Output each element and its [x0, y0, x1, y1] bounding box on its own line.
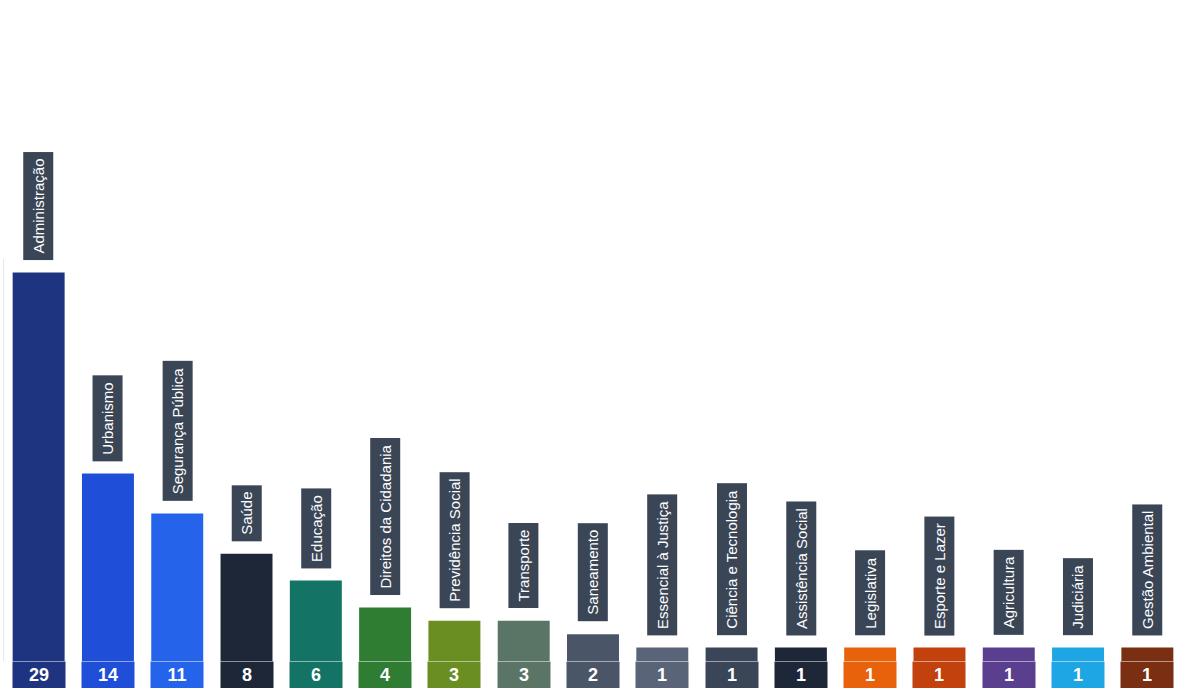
svg-text:Legislativa: Legislativa — [862, 557, 879, 629]
svg-text:1: 1 — [1004, 665, 1014, 685]
svg-text:Administração: Administração — [30, 159, 47, 254]
svg-text:1: 1 — [727, 665, 737, 685]
svg-text:3: 3 — [449, 665, 459, 685]
svg-text:Assistência Social: Assistência Social — [793, 508, 810, 629]
svg-text:Saúde: Saúde — [238, 491, 255, 534]
svg-text:1: 1 — [934, 665, 944, 685]
svg-text:1: 1 — [796, 665, 806, 685]
svg-text:Agricultura: Agricultura — [1000, 556, 1017, 628]
svg-text:Saneamento: Saneamento — [584, 530, 601, 615]
svg-text:29: 29 — [29, 665, 49, 685]
svg-text:3: 3 — [519, 665, 529, 685]
svg-text:Urbanismo: Urbanismo — [99, 382, 116, 455]
svg-text:4: 4 — [380, 665, 390, 685]
svg-text:Judiciária: Judiciária — [1069, 565, 1086, 629]
svg-text:Direitos da Cidadania: Direitos da Cidadania — [377, 444, 394, 588]
svg-text:14: 14 — [98, 665, 118, 685]
svg-text:1: 1 — [1142, 665, 1152, 685]
svg-text:Essencial à Justiça: Essencial à Justiça — [654, 501, 671, 629]
svg-text:1: 1 — [1073, 665, 1083, 685]
svg-text:1: 1 — [865, 665, 875, 685]
svg-text:Esporte e Lazer: Esporte e Lazer — [931, 523, 948, 629]
svg-text:11: 11 — [167, 665, 186, 685]
svg-text:Transporte: Transporte — [515, 530, 532, 602]
svg-text:Gestão Ambiental: Gestão Ambiental — [1139, 511, 1156, 629]
svg-text:8: 8 — [242, 665, 252, 685]
svg-text:6: 6 — [311, 665, 321, 685]
svg-text:Segurança Pública: Segurança Pública — [169, 368, 186, 495]
svg-text:Previdência Social: Previdência Social — [446, 478, 463, 601]
svg-text:2: 2 — [588, 665, 598, 685]
svg-text:1: 1 — [657, 665, 667, 685]
svg-text:Educação: Educação — [308, 495, 325, 562]
svg-text:Ciência e Tecnologia: Ciência e Tecnologia — [723, 490, 740, 629]
